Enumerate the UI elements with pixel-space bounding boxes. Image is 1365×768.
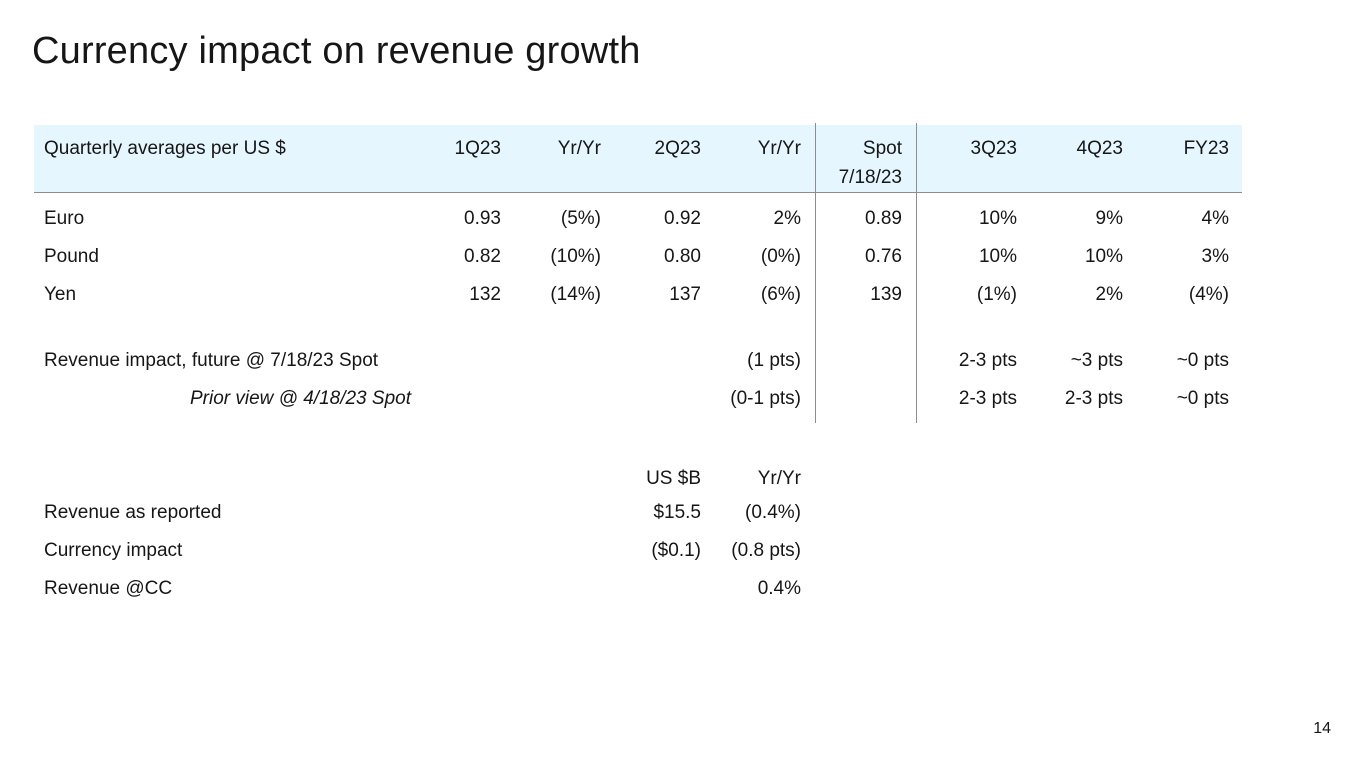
table-cell: 0.89 <box>865 208 902 229</box>
header-yoy: Yr/Yr <box>757 468 801 489</box>
table-cell: 2-3 pts <box>1064 388 1123 409</box>
table-cell: ~0 pts <box>1176 388 1229 409</box>
table-cell: 132 <box>469 284 501 305</box>
table-cell: 9% <box>1095 208 1123 229</box>
table-cell: (1%) <box>976 284 1017 305</box>
page-title: Currency impact on revenue growth <box>32 30 641 72</box>
table-cell: (0.8 pts) <box>731 540 801 561</box>
table-cell: $15.5 <box>653 502 701 523</box>
header-usd-b: US $B <box>646 468 701 489</box>
header-4q23: 4Q23 <box>1076 138 1123 159</box>
table-cell: (5%) <box>560 208 601 229</box>
table-cell: (0-1 pts) <box>730 388 801 409</box>
row-label-yen: Yen <box>44 284 77 305</box>
row-label-pound: Pound <box>44 246 99 267</box>
table-cell: (14%) <box>550 284 601 305</box>
table-cell: 10% <box>1084 246 1123 267</box>
table-cell: (4%) <box>1188 284 1229 305</box>
table-cell: 10% <box>978 208 1017 229</box>
row-label-revenue-reported: Revenue as reported <box>44 502 222 523</box>
table-cell: 137 <box>669 284 701 305</box>
table-cell: 2% <box>773 208 801 229</box>
header-label: Quarterly averages per US $ <box>44 138 286 159</box>
row-label-revenue-impact: Revenue impact, future @ 7/18/23 Spot <box>44 350 379 371</box>
table-cell: (0.4%) <box>745 502 801 523</box>
row-label-currency-impact: Currency impact <box>44 540 183 561</box>
table-cell: 2-3 pts <box>958 388 1017 409</box>
table-cell: (6%) <box>760 284 801 305</box>
table-cell: 0.93 <box>464 208 501 229</box>
column-divider-right <box>916 123 917 423</box>
table-cell: 0.82 <box>464 246 501 267</box>
header-spot-date: 7/18/23 <box>838 167 902 188</box>
header-1q23: 1Q23 <box>454 138 501 159</box>
column-divider-left <box>815 123 816 423</box>
table-cell: 4% <box>1201 208 1229 229</box>
table-cell: (10%) <box>550 246 601 267</box>
row-label-euro: Euro <box>44 208 85 229</box>
table-cell: 10% <box>978 246 1017 267</box>
row-label-prior-view: Prior view @ 4/18/23 Spot <box>189 388 411 409</box>
header-yoy-1: Yr/Yr <box>557 138 601 159</box>
table-header-band <box>34 125 1242 193</box>
header-yoy-2: Yr/Yr <box>757 138 801 159</box>
header-2q23: 2Q23 <box>654 138 701 159</box>
table-cell: 0.80 <box>664 246 701 267</box>
table-cell: 0.4% <box>757 578 801 599</box>
table-cell: 2-3 pts <box>958 350 1017 371</box>
header-3q23: 3Q23 <box>970 138 1017 159</box>
header-spot: Spot <box>862 138 902 159</box>
table-cell: 0.76 <box>865 246 902 267</box>
table-cell: (0%) <box>760 246 801 267</box>
table-cell: (1 pts) <box>747 350 801 371</box>
table-cell: ($0.1) <box>651 540 701 561</box>
row-label-revenue-cc: Revenue @CC <box>44 578 173 599</box>
header-fy23: FY23 <box>1183 138 1229 159</box>
table-cell: ~3 pts <box>1070 350 1123 371</box>
table-cell: 139 <box>870 284 902 305</box>
page-number: 14 <box>1313 720 1331 737</box>
table-cell: 0.92 <box>664 208 701 229</box>
table-cell: 2% <box>1095 284 1123 305</box>
table-cell: ~0 pts <box>1176 350 1229 371</box>
table-cell: 3% <box>1201 246 1229 267</box>
